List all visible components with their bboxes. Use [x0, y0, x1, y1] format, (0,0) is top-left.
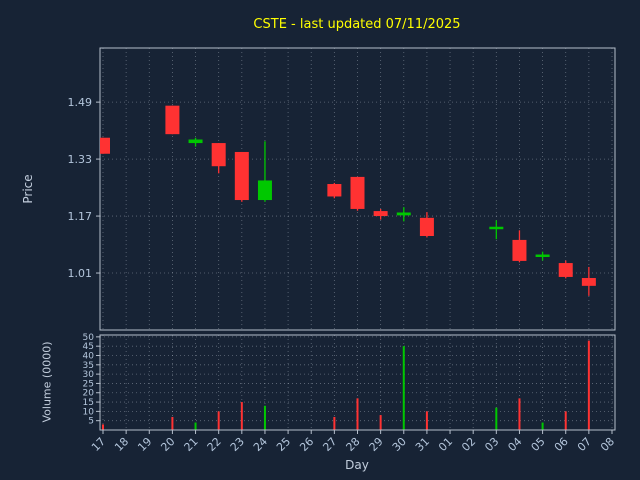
volume-panel-border — [99, 334, 616, 431]
price-tick-label: 1.01 — [68, 267, 93, 280]
candle-body — [396, 212, 411, 216]
chart-title: CSTE - last updated 07/11/2025 — [253, 17, 461, 32]
volume-tick-label: 25 — [83, 379, 94, 389]
volume-tick-label: 40 — [83, 351, 95, 361]
x-tick-label: 23 — [228, 435, 247, 454]
day-axis-label: Day — [345, 458, 369, 472]
volume-tick-label: 45 — [83, 342, 94, 352]
x-tick-label: 27 — [320, 435, 339, 454]
volume-tick-label: 15 — [83, 398, 94, 408]
x-tick-label: 22 — [205, 435, 224, 454]
x-tick-label: 28 — [344, 435, 363, 454]
x-tick-label: 03 — [482, 435, 501, 454]
volume-tick-label: 5 — [88, 417, 94, 427]
x-tick-label: 08 — [598, 435, 617, 454]
candle-body — [350, 176, 365, 209]
volume-tick-label: 10 — [83, 407, 95, 417]
x-tick-label: 01 — [436, 435, 455, 454]
candle-body — [327, 184, 342, 197]
x-tick-label: 24 — [251, 435, 270, 454]
volume-tick-label: 50 — [83, 333, 95, 343]
candle-body — [211, 143, 226, 167]
candle-body — [165, 105, 180, 135]
x-tick-label: 06 — [552, 435, 571, 454]
candle-body — [535, 254, 550, 258]
x-tick-label: 17 — [89, 435, 108, 454]
volume-tick-label: 20 — [83, 389, 95, 399]
candle-body — [234, 151, 249, 201]
candle-body — [188, 139, 203, 144]
candles-layer — [100, 105, 596, 430]
candle-body — [257, 180, 272, 201]
x-tick-label: 21 — [182, 435, 201, 454]
x-tick-label: 18 — [112, 435, 131, 454]
x-tick-label: 26 — [297, 435, 316, 454]
x-tick-label: 29 — [367, 435, 386, 454]
x-tick-label: 25 — [274, 435, 293, 454]
x-tick-label: 02 — [459, 435, 478, 454]
x-tick-label: 30 — [390, 435, 409, 454]
x-tick-label: 20 — [158, 435, 177, 454]
x-tick-label: 07 — [575, 435, 594, 454]
candle-body — [419, 217, 434, 236]
x-tick-label: 04 — [505, 435, 524, 454]
volume-tick-label: 30 — [83, 370, 95, 380]
candle-body — [489, 226, 504, 230]
price-panel-border — [99, 47, 616, 331]
price-tick-label: 1.17 — [68, 210, 93, 223]
x-tick-label: 05 — [529, 435, 548, 454]
candle-body — [100, 137, 110, 154]
grid-layer — [100, 48, 615, 430]
candle-body — [581, 278, 596, 286]
candle-body — [512, 239, 527, 261]
axes-layer: 17 18 19 20 21 22 23 24 25 26 27 28 29 30 31 01 02 03 04 05… — [68, 47, 617, 454]
candle-body — [373, 211, 388, 217]
x-tick-label: 31 — [413, 435, 432, 454]
candle-body — [558, 263, 573, 277]
x-tick-label: 19 — [135, 435, 154, 454]
volume-tick-label: 35 — [83, 361, 94, 371]
price-tick-label: 1.49 — [68, 96, 93, 109]
price-tick-label: 1.33 — [68, 153, 93, 166]
